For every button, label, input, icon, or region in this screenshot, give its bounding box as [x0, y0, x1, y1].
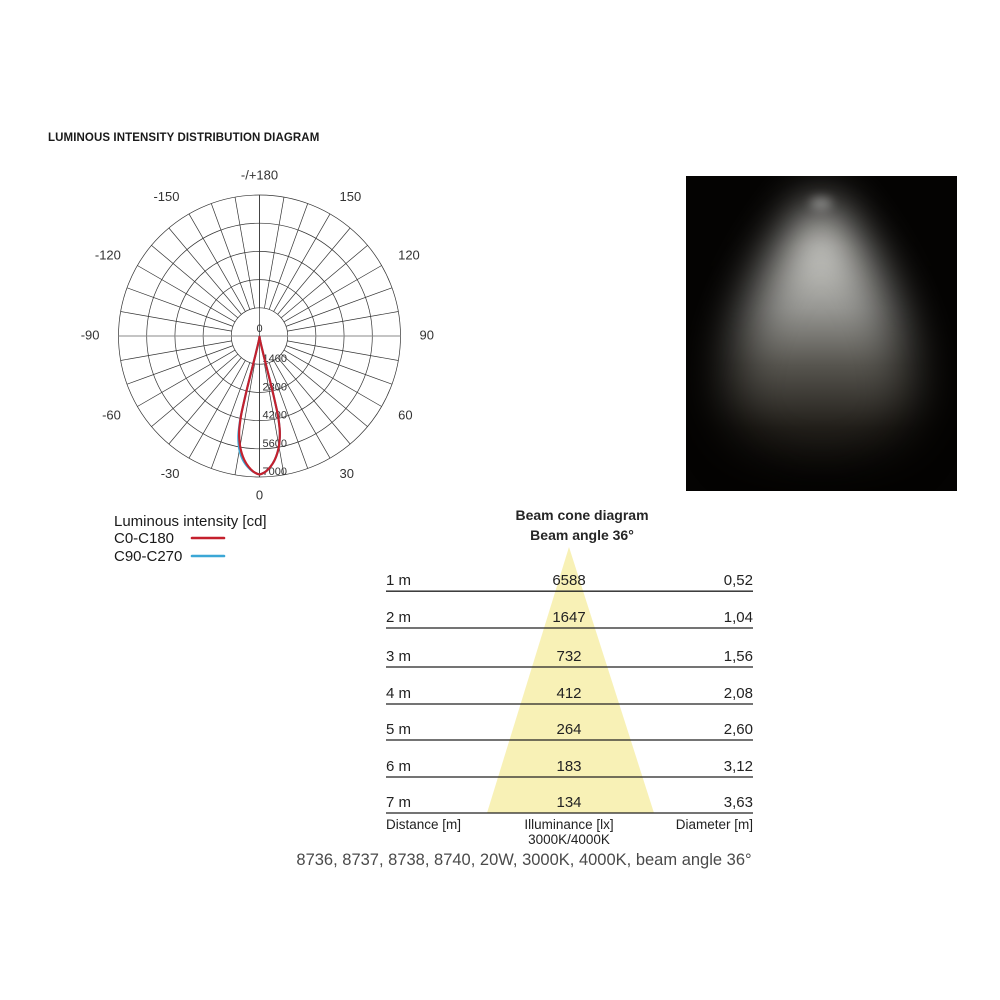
svg-text:0,52: 0,52 — [724, 572, 753, 589]
svg-text:6588: 6588 — [552, 572, 585, 589]
svg-text:7 m: 7 m — [386, 794, 411, 811]
svg-text:3000K/4000K: 3000K/4000K — [528, 832, 610, 847]
svg-text:3,63: 3,63 — [724, 794, 753, 811]
svg-text:3 m: 3 m — [386, 648, 411, 665]
svg-text:732: 732 — [556, 648, 581, 665]
svg-text:3,12: 3,12 — [724, 758, 753, 775]
svg-text:Illuminance [lx]: Illuminance [lx] — [524, 817, 613, 832]
svg-text:134: 134 — [556, 794, 581, 811]
svg-text:1647: 1647 — [552, 609, 585, 626]
svg-text:183: 183 — [556, 758, 581, 775]
svg-text:5 m: 5 m — [386, 721, 411, 738]
svg-text:4 m: 4 m — [386, 685, 411, 702]
svg-text:412: 412 — [556, 685, 581, 702]
svg-text:Distance [m]: Distance [m] — [386, 817, 461, 832]
svg-text:1 m: 1 m — [386, 572, 411, 589]
svg-text:1,04: 1,04 — [724, 609, 753, 626]
svg-text:264: 264 — [556, 721, 581, 738]
svg-text:6 m: 6 m — [386, 758, 411, 775]
svg-text:1,56: 1,56 — [724, 648, 753, 665]
svg-text:2,08: 2,08 — [724, 685, 753, 702]
svg-text:2,60: 2,60 — [724, 721, 753, 738]
svg-text:2 m: 2 m — [386, 609, 411, 626]
svg-text:Diameter [m]: Diameter [m] — [676, 817, 753, 832]
